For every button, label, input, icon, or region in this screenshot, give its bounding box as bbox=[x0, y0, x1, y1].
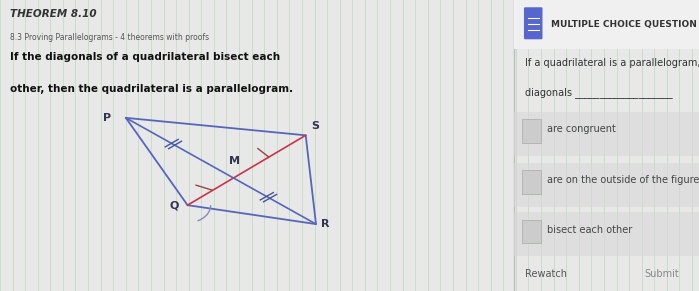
Bar bbox=[514, 212, 699, 256]
FancyBboxPatch shape bbox=[522, 170, 540, 194]
Text: Submit: Submit bbox=[644, 269, 679, 278]
Bar bbox=[514, 112, 699, 156]
Text: If the diagonals of a quadrilateral bisect each: If the diagonals of a quadrilateral bise… bbox=[10, 52, 280, 62]
Bar bbox=[514, 163, 699, 207]
FancyBboxPatch shape bbox=[522, 119, 540, 143]
Text: 8.3 Proving Parallelograms - 4 theorems with proofs: 8.3 Proving Parallelograms - 4 theorems … bbox=[10, 33, 210, 42]
Text: other, then the quadrilateral is a parallelogram.: other, then the quadrilateral is a paral… bbox=[10, 84, 294, 94]
Text: Q: Q bbox=[170, 200, 179, 210]
Text: S: S bbox=[311, 122, 319, 132]
FancyBboxPatch shape bbox=[524, 7, 542, 39]
Text: bisect each other: bisect each other bbox=[547, 225, 633, 235]
Text: are congruent: are congruent bbox=[547, 125, 616, 134]
Text: are on the outside of the figure: are on the outside of the figure bbox=[547, 175, 699, 185]
FancyBboxPatch shape bbox=[522, 220, 540, 243]
Text: diagonals ____________________: diagonals ____________________ bbox=[525, 87, 672, 98]
Text: M: M bbox=[229, 157, 240, 166]
Text: THEOREM 8.10: THEOREM 8.10 bbox=[10, 9, 97, 19]
Text: R: R bbox=[321, 219, 330, 229]
Text: P: P bbox=[103, 113, 111, 123]
Text: Rewatch: Rewatch bbox=[525, 269, 567, 278]
Text: If a quadrilateral is a parallelogram, the: If a quadrilateral is a parallelogram, t… bbox=[525, 58, 699, 68]
Bar bbox=[514, 0, 699, 49]
Text: MULTIPLE CHOICE QUESTION: MULTIPLE CHOICE QUESTION bbox=[551, 20, 697, 29]
